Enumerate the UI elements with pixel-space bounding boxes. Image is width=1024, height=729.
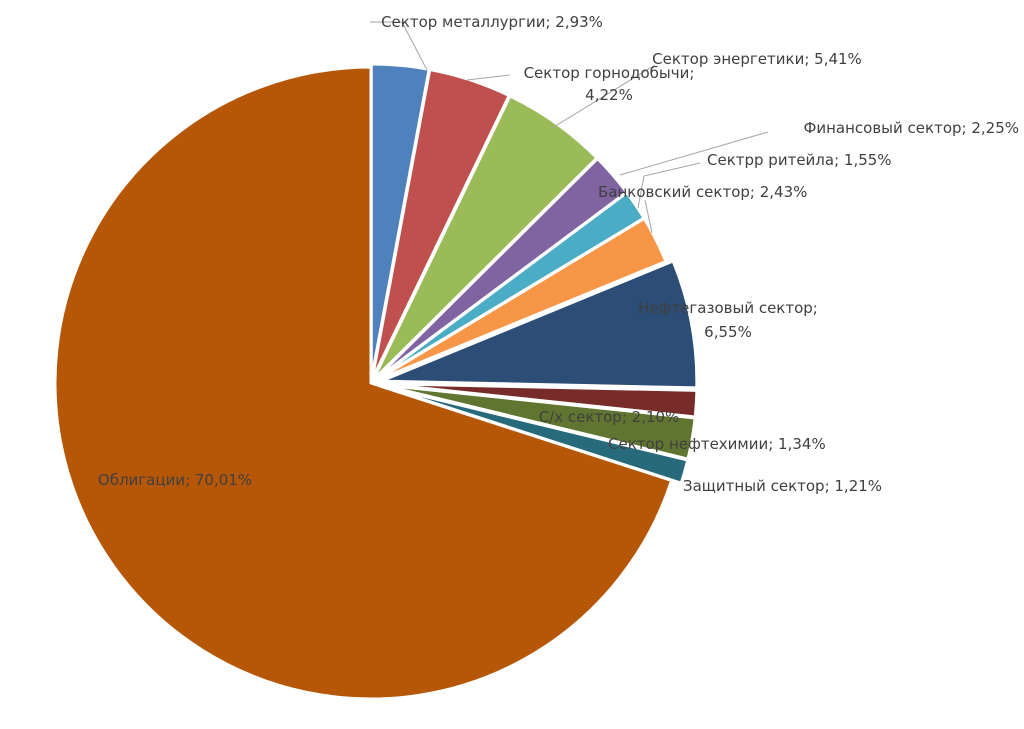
data-label: Сектор энергетики; 5,41% [652, 50, 862, 68]
leader-line [619, 131, 769, 176]
pie-slice [53, 65, 674, 701]
leader-line [370, 21, 428, 71]
data-label: Сектор горнодобычи; 4,22% [524, 64, 695, 104]
pie-slices [53, 62, 699, 701]
data-label: Облигации; 70,01% [98, 471, 252, 489]
data-label: Нефтегазовый сектор; 6,55% [638, 299, 818, 341]
leader-line [637, 162, 701, 209]
data-label: Финансовый сектор; 2,25% [803, 119, 1019, 137]
leader-line [644, 199, 653, 234]
data-label: Банковский сектор; 2,43% [598, 183, 807, 201]
data-label: Сектор нефтехимии; 1,34% [608, 435, 826, 453]
data-labels: Сектор металлургии; 2,93% Сектор горнодоб… [98, 13, 1019, 495]
leader-line [466, 74, 511, 81]
pie-slice [379, 259, 699, 390]
data-label: Защитный сектор; 1,21% [683, 477, 882, 495]
data-label: Сектрр ритейла; 1,55% [707, 151, 892, 169]
pie-slice [372, 216, 668, 384]
leader-lines [370, 21, 769, 234]
data-label: Сектор металлургии; 2,93% [381, 13, 603, 31]
data-label: С/х сектор; 2,10% [539, 408, 680, 426]
leader-line [551, 64, 656, 129]
